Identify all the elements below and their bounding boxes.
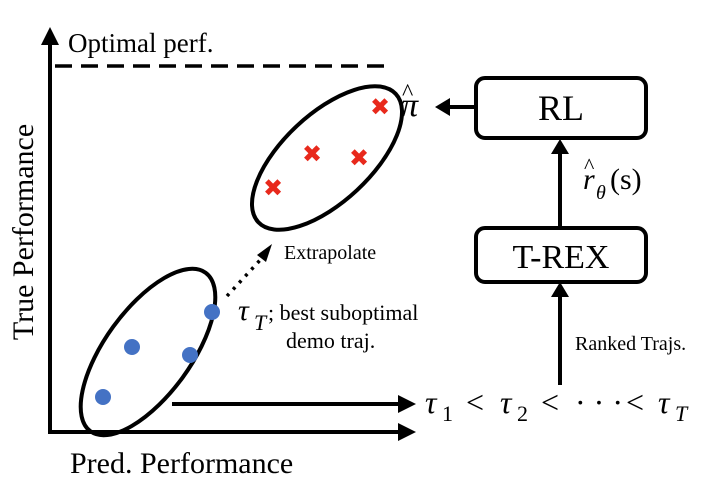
rl-label: RL xyxy=(538,88,584,128)
policy-cluster-ellipse xyxy=(249,84,405,232)
tau-2: τ xyxy=(500,384,513,420)
y-axis-arrowhead xyxy=(41,27,59,45)
demo-point xyxy=(182,347,198,363)
y-axis-label: True Performance xyxy=(7,124,40,340)
policy-point: ✖ xyxy=(263,174,283,202)
reward-arrowhead xyxy=(551,139,569,154)
policy-point: ✖ xyxy=(370,93,390,121)
best-demo-tau: τ xyxy=(238,294,250,327)
tau-T: τ xyxy=(658,384,671,420)
best-demo-line1: ; best suboptimal xyxy=(268,300,418,325)
ranked-trajs-arrowhead xyxy=(551,282,569,297)
reward-argument: (s) xyxy=(610,163,642,196)
less-than-2: < xyxy=(541,384,559,420)
tau-T-subscript: T xyxy=(675,401,689,426)
ranked-trajs-label: Ranked Trajs. xyxy=(575,333,686,355)
reward-symbol: r xyxy=(583,163,595,196)
ranking-arrowhead xyxy=(398,395,416,413)
demo-point xyxy=(95,389,111,405)
policy-symbol: π xyxy=(401,87,419,124)
extrapolate-label: Extrapolate xyxy=(284,242,376,264)
ranking-expression: τ 1 < τ 2 < · · · < τ T xyxy=(425,384,689,426)
reward-hat: ^ xyxy=(584,153,595,178)
trex-label: T-REX xyxy=(513,239,610,276)
less-than-1: < xyxy=(466,384,484,420)
demo-point xyxy=(124,339,140,355)
x-axis-arrowhead xyxy=(398,423,416,441)
extrapolate-arrowhead xyxy=(257,244,272,262)
policy-hat: ^ xyxy=(402,80,413,106)
x-axis-label: Pred. Performance xyxy=(70,447,293,480)
reward-function-label: ^ r θ (s) xyxy=(583,153,642,204)
best-demo-line2: demo traj. xyxy=(286,328,375,353)
extrapolate-arrow xyxy=(225,256,264,298)
less-than-3: < xyxy=(626,384,644,420)
policy-point: ✖ xyxy=(302,140,322,168)
tau-1-subscript: 1 xyxy=(442,401,453,426)
tau-2-subscript: 2 xyxy=(517,401,528,426)
demo-cluster-ellipse xyxy=(78,266,218,438)
demo-point xyxy=(204,304,220,320)
best-demo-tau-subscript: T xyxy=(254,310,268,335)
tau-1: τ xyxy=(425,384,438,420)
reward-subscript: θ xyxy=(596,182,606,204)
policy-arrowhead xyxy=(435,98,450,116)
ellipsis: · · · xyxy=(575,384,623,420)
policy-point: ✖ xyxy=(349,144,369,172)
optimal-label: Optimal perf. xyxy=(68,28,213,58)
